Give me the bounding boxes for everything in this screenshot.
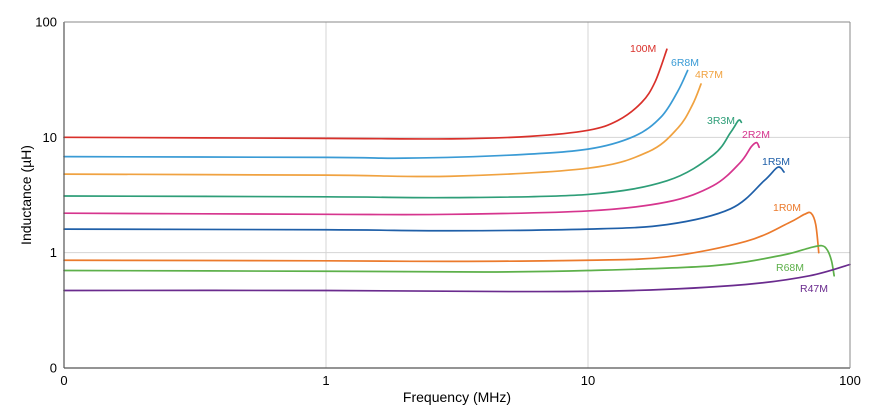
series-label-1r5m: 1R5M (762, 156, 790, 168)
tick-labels: 0 1 10 100 0 1 10 100 (35, 15, 861, 389)
x-tick-label: 100 (839, 373, 861, 388)
series-line-2r2m (63, 141, 760, 216)
series-line-1r0m (63, 211, 820, 263)
series-label-4r7m: 4R7M (695, 69, 723, 81)
series-lines (63, 48, 851, 293)
series-line-r68m (63, 244, 835, 277)
series-label-6r8m: 6R8M (671, 57, 699, 69)
x-tick-label: 10 (581, 373, 595, 388)
y-axis-title: Inductance (µH) (18, 145, 34, 245)
plot-area (64, 22, 850, 368)
x-tick-label: 1 (322, 373, 329, 388)
series-line-3r3m (63, 119, 743, 199)
series-line-1r5m (63, 166, 785, 232)
x-axis-title: Frequency (MHz) (403, 389, 511, 405)
series-label-2r2m: 2R2M (742, 129, 770, 141)
y-tick-label: 100 (35, 15, 57, 30)
y-tick-label: 1 (50, 245, 57, 260)
series-label-r68m: R68M (776, 262, 804, 274)
series-line-100m (63, 48, 668, 140)
series-line-r47m (63, 263, 851, 293)
y-tick-label: 10 (43, 130, 57, 145)
series-label-r47m: R47M (800, 283, 828, 295)
series-label-1r0m: 1R0M (773, 202, 801, 214)
series-line-6r8m (63, 69, 689, 160)
series-label-3r3m: 3R3M (707, 115, 735, 127)
y-tick-label: 0 (50, 361, 57, 376)
axes (63, 21, 851, 369)
x-tick-label: 0 (60, 373, 67, 388)
series-line-4r7m (63, 83, 702, 178)
series-label-100m: 100M (630, 43, 656, 55)
